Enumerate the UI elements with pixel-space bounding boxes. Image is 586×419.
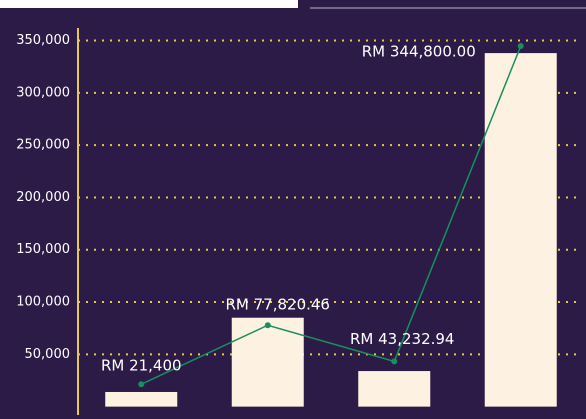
y-tick-label: 350,000 bbox=[16, 33, 70, 48]
bar bbox=[105, 391, 178, 407]
data-label: RM 77,820.46 bbox=[226, 296, 330, 314]
y-tick-label: 300,000 bbox=[16, 85, 70, 100]
bar bbox=[484, 53, 557, 407]
bar bbox=[358, 371, 431, 407]
header-tab bbox=[0, 0, 298, 8]
bar bbox=[231, 317, 304, 407]
data-label: RM 43,232.94 bbox=[350, 330, 454, 348]
line-point bbox=[391, 358, 398, 365]
y-tick-label: 50,000 bbox=[25, 347, 71, 362]
y-tick-label: 150,000 bbox=[16, 242, 70, 257]
data-label: RM 21,400 bbox=[101, 357, 182, 375]
line bbox=[140, 45, 522, 385]
line-point bbox=[138, 381, 145, 388]
data-label: RM 344,800.00 bbox=[362, 42, 476, 60]
line-point bbox=[517, 42, 524, 49]
y-tick-label: 250,000 bbox=[16, 138, 70, 153]
line-point bbox=[264, 322, 271, 329]
y-tick-label: 200,000 bbox=[16, 190, 70, 205]
y-tick-label: 100,000 bbox=[16, 295, 70, 310]
